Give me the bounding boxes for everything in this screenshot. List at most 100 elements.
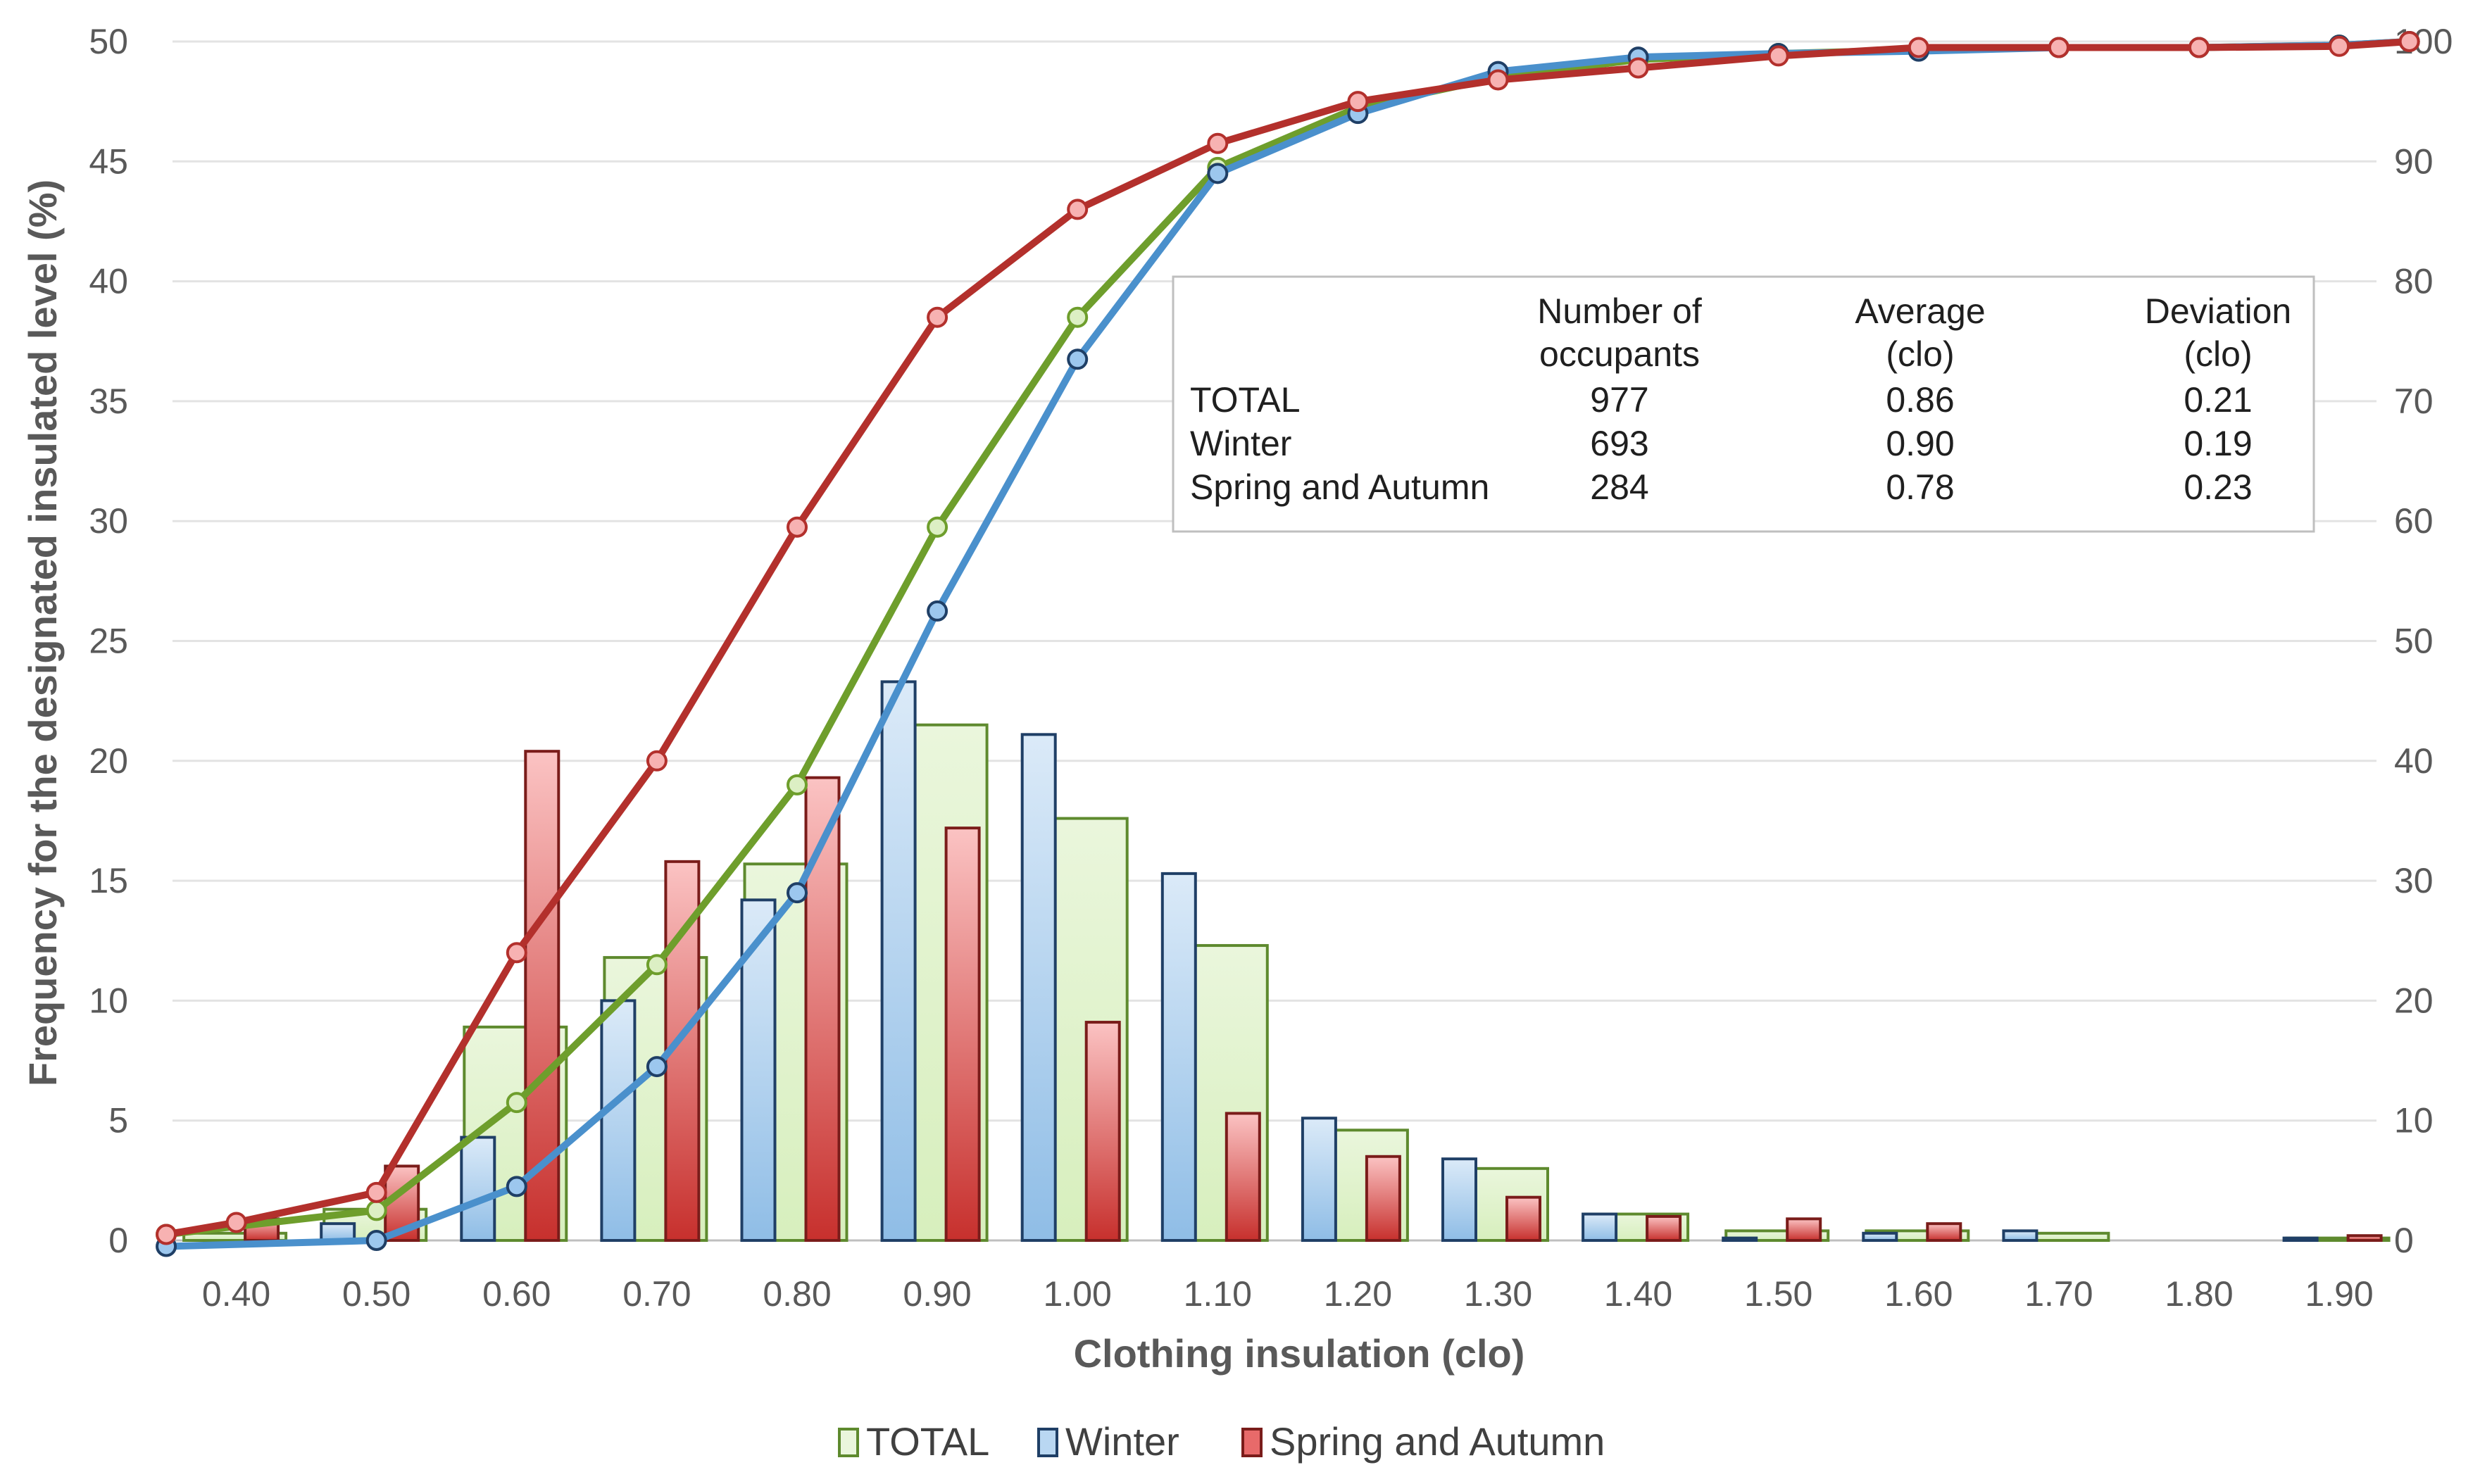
table-header: occupants	[1539, 334, 1700, 374]
y2-tick-label: 10	[2394, 1101, 2434, 1140]
x-tick-label: 0.60	[482, 1274, 551, 1314]
bar-spring-and-autumn	[1225, 1112, 1261, 1243]
point-cumulative-winter	[1067, 348, 1089, 370]
point-cumulative-spring-and-autumn	[787, 516, 808, 538]
bar-spring-and-autumn	[1786, 1217, 1822, 1242]
legend-swatch	[838, 1428, 859, 1457]
y-tick-label: 0	[108, 1221, 128, 1260]
y-tick-label: 35	[89, 382, 128, 421]
point-cumulative-winter	[365, 1230, 387, 1251]
point-cumulative-spring-and-autumn	[1347, 91, 1369, 113]
legend-label: Winter	[1065, 1419, 1179, 1464]
y2-tick-label: 40	[2394, 741, 2434, 781]
point-cumulative-spring-and-autumn	[1767, 45, 1789, 67]
x-tick-label: 1.70	[2024, 1274, 2093, 1314]
table-cell: 284	[1590, 467, 1648, 507]
x-tick-label: 1.90	[2305, 1274, 2373, 1314]
y2-tick-label: 80	[2394, 262, 2434, 301]
bar-winter	[880, 680, 917, 1242]
x-tick-label: 1.20	[1324, 1274, 1392, 1314]
bar-spring-and-autumn	[2346, 1234, 2383, 1242]
bar-winter	[2282, 1236, 2319, 1242]
point-cumulative-total	[787, 774, 808, 796]
bar-winter	[2002, 1229, 2039, 1242]
bar-spring-and-autumn	[1084, 1021, 1121, 1242]
table-header: Average	[1855, 291, 1985, 331]
legend-label: TOTAL	[866, 1419, 989, 1464]
bar-winter	[1582, 1212, 1618, 1243]
table-header: (clo)	[1886, 334, 1954, 374]
bar-spring-and-autumn	[1926, 1222, 1962, 1242]
point-cumulative-spring-and-autumn	[2398, 31, 2420, 52]
x-tick-label: 1.40	[1604, 1274, 1672, 1314]
point-cumulative-spring-and-autumn	[2048, 37, 2069, 58]
table-cell: TOTAL	[1190, 380, 1301, 420]
point-cumulative-total	[1067, 306, 1089, 328]
point-cumulative-spring-and-autumn	[365, 1181, 387, 1203]
point-cumulative-spring-and-autumn	[506, 942, 527, 964]
point-cumulative-spring-and-autumn	[646, 750, 668, 772]
point-cumulative-winter	[1207, 163, 1229, 184]
point-cumulative-spring-and-autumn	[2188, 37, 2210, 58]
y2-tick-label: 60	[2394, 501, 2434, 541]
table-cell: Spring and Autumn	[1190, 467, 1489, 507]
bar-winter	[740, 898, 777, 1243]
bar-spring-and-autumn	[1505, 1195, 1541, 1243]
x-tick-label: 0.40	[202, 1274, 270, 1314]
bar-winter	[460, 1136, 496, 1242]
y2-tick-label: 70	[2394, 382, 2434, 421]
point-cumulative-winter	[787, 882, 808, 904]
bar-spring-and-autumn	[1646, 1214, 1682, 1242]
point-cumulative-total	[646, 954, 668, 976]
legend: TOTAL Winter Spring and Autumn	[838, 1419, 1605, 1464]
point-cumulative-total	[365, 1200, 387, 1221]
point-cumulative-spring-and-autumn	[2329, 35, 2350, 57]
bar-spring-and-autumn	[804, 776, 841, 1242]
x-tick-label: 1.10	[1184, 1274, 1252, 1314]
line-cumulative-spring-and-autumn	[163, 38, 2413, 1238]
table-cell: 693	[1590, 424, 1648, 463]
x-tick-label: 0.70	[622, 1274, 691, 1314]
bar-winter	[1722, 1236, 1758, 1242]
y2-tick-label: 50	[2394, 622, 2434, 661]
left-axis-ticks: 0 5 10 15 20 25 30 35 40 45 50	[89, 22, 128, 1260]
y2-tick-label: 20	[2394, 981, 2434, 1020]
x-axis-title: Clothing insulation (clo)	[1074, 1331, 1525, 1376]
x-tick-label: 1.30	[1464, 1274, 1532, 1314]
point-cumulative-spring-and-autumn	[1067, 199, 1089, 220]
point-cumulative-spring-and-autumn	[156, 1224, 177, 1245]
table-header: Number of	[1537, 291, 1702, 331]
y-tick-label: 25	[89, 622, 128, 661]
bar-winter	[1160, 872, 1197, 1242]
point-cumulative-spring-and-autumn	[927, 306, 948, 328]
table-cell: 0.21	[2184, 380, 2252, 420]
legend-label: Spring and Autumn	[1270, 1419, 1605, 1464]
summary-table-box	[1172, 275, 2315, 533]
y-tick-label: 30	[89, 501, 128, 541]
point-cumulative-winter	[646, 1056, 668, 1078]
bar-spring-and-autumn	[1365, 1155, 1401, 1243]
point-cumulative-spring-and-autumn	[1627, 57, 1649, 79]
y-tick-label: 45	[89, 142, 128, 181]
point-cumulative-spring-and-autumn	[1487, 69, 1509, 91]
x-tick-label: 1.80	[2165, 1274, 2233, 1314]
bar-winter	[600, 999, 637, 1243]
bar-winter	[1862, 1231, 1898, 1242]
point-cumulative-spring-and-autumn	[1207, 132, 1229, 154]
x-tick-label: 1.00	[1044, 1274, 1112, 1314]
point-cumulative-total	[927, 516, 948, 538]
y-tick-label: 5	[108, 1101, 128, 1140]
y2-tick-label: 0	[2394, 1221, 2414, 1260]
point-cumulative-total	[506, 1092, 527, 1114]
point-cumulative-winter	[927, 600, 948, 622]
point-cumulative-spring-and-autumn	[1908, 37, 1929, 58]
summary-table: Number ofoccupantsAverage(clo)Deviation(…	[1172, 275, 2315, 533]
y-tick-label: 40	[89, 262, 128, 301]
table-header: Deviation	[2145, 291, 2291, 331]
y-tick-label: 10	[89, 981, 128, 1020]
x-tick-label: 0.90	[903, 1274, 971, 1314]
table-cell: Winter	[1190, 424, 1291, 463]
y-axis-title: Frequency for the designated insulated l…	[20, 180, 65, 1086]
